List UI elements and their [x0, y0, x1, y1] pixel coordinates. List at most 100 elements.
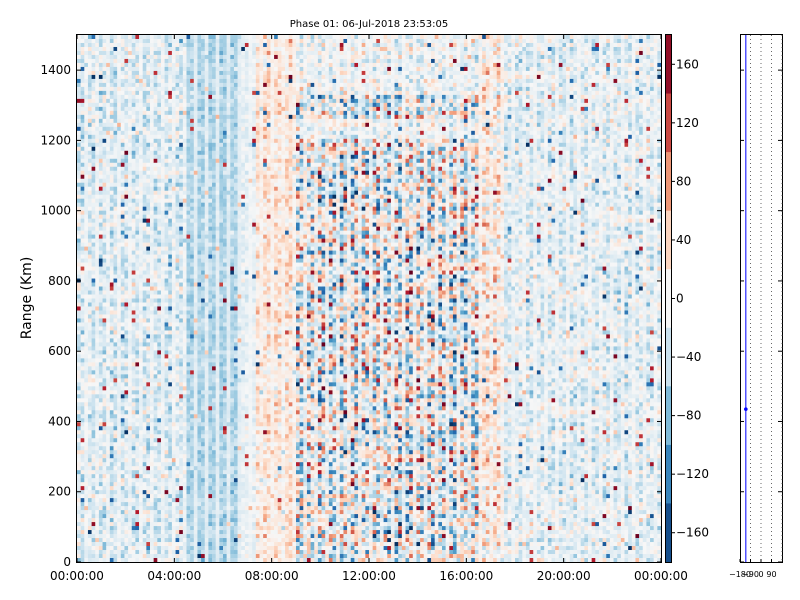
- heatmap-cell: [109, 186, 114, 191]
- heatmap-cell: [179, 442, 184, 447]
- heatmap-cell: [146, 558, 151, 563]
- heatmap-cell: [157, 154, 162, 160]
- heatmap-cell: [175, 398, 180, 403]
- heatmap-cell: [150, 158, 154, 164]
- heatmap-cell: [201, 518, 206, 523]
- heatmap-cell: [87, 530, 92, 535]
- heatmap-cell: [124, 62, 129, 68]
- heatmap-cell: [164, 418, 169, 423]
- heatmap-cell: [186, 382, 191, 387]
- heatmap-cell: [113, 526, 118, 531]
- heatmap-cell: [91, 466, 96, 471]
- heatmap-cell: [208, 338, 213, 343]
- heatmap-cell: [150, 254, 154, 259]
- heatmap-cell: [77, 230, 81, 235]
- heatmap-cell: [113, 546, 118, 551]
- heatmap-cell: [106, 186, 111, 191]
- heatmap-cell: [193, 394, 198, 399]
- heatmap-cell: [204, 494, 209, 499]
- heatmap-cell: [153, 282, 158, 287]
- heatmap-cell: [109, 250, 114, 255]
- heatmap-cell: [212, 82, 216, 88]
- heatmap-cell: [186, 434, 191, 439]
- heatmap-cell: [197, 518, 202, 523]
- heatmap-cell: [146, 362, 151, 367]
- heatmap-cell: [175, 166, 180, 172]
- heatmap-cell: [190, 478, 195, 483]
- heatmap-cell: [117, 186, 122, 191]
- heatmap-cell: [164, 362, 169, 367]
- heatmap-cell: [135, 78, 140, 84]
- heatmap-cell: [109, 338, 114, 343]
- heatmap-cell: [160, 402, 165, 407]
- heatmap-cell: [139, 338, 143, 343]
- heatmap-cell: [179, 398, 184, 403]
- heatmap-cell: [186, 314, 191, 319]
- heatmap-cell: [80, 470, 85, 475]
- heatmap-cell: [102, 510, 107, 515]
- heatmap-cell: [193, 214, 198, 219]
- heatmap-cell: [135, 422, 140, 427]
- heatmap-cell: [190, 206, 195, 211]
- heatmap-cell: [106, 54, 111, 60]
- heatmap-cell: [179, 470, 184, 475]
- heatmap-cell: [146, 70, 151, 76]
- heatmap-cell: [204, 206, 209, 211]
- heatmap-cell: [98, 218, 103, 223]
- heatmap-cell: [91, 506, 96, 511]
- heatmap-cell: [146, 114, 151, 120]
- heatmap-cell: [150, 470, 154, 475]
- heatmap-cell: [124, 262, 129, 267]
- heatmap-cell: [77, 490, 81, 495]
- heatmap-cell: [106, 278, 111, 283]
- heatmap-cell: [142, 62, 147, 68]
- heatmap-cell: [168, 378, 173, 383]
- heatmap-cell: [106, 106, 111, 112]
- heatmap-cell: [204, 558, 209, 563]
- heatmap-cell: [197, 414, 202, 419]
- heatmap-cell: [208, 402, 213, 407]
- heatmap-cell: [91, 86, 96, 92]
- heatmap-cell: [98, 530, 103, 535]
- heatmap-cell: [168, 102, 173, 108]
- heatmap-cell: [128, 522, 133, 527]
- heatmap-cell: [131, 538, 136, 543]
- heatmap-cell: [84, 114, 89, 120]
- heatmap-cell: [164, 202, 169, 207]
- heatmap-cell: [182, 334, 187, 339]
- heatmap-cell: [168, 558, 173, 563]
- heatmap-cell: [135, 306, 140, 311]
- heatmap-cell: [120, 382, 125, 387]
- heatmap-cell: [124, 514, 129, 519]
- heatmap-cell: [91, 554, 96, 559]
- heatmap-cell: [182, 478, 187, 483]
- heatmap-cell: [102, 486, 107, 491]
- heatmap-cell: [131, 338, 136, 343]
- heatmap-cell: [171, 522, 176, 527]
- heatmap-cell: [84, 294, 89, 299]
- heatmap-cell: [128, 162, 133, 168]
- heatmap-cell: [77, 154, 81, 160]
- heatmap-cell: [128, 178, 133, 184]
- heatmap-cell: [120, 234, 125, 239]
- heatmap-cell: [77, 46, 81, 52]
- heatmap-cell: [208, 506, 213, 511]
- heatmap-cell: [171, 74, 176, 80]
- heatmap-cell: [102, 442, 107, 447]
- heatmap-cell: [179, 146, 184, 152]
- heatmap-cell: [77, 406, 81, 411]
- heatmap-cell: [208, 490, 213, 495]
- heatmap-cell: [190, 382, 195, 387]
- heatmap-cell: [201, 426, 206, 431]
- heatmap-cell: [212, 418, 216, 423]
- heatmap-cell: [190, 146, 195, 152]
- heatmap-cell: [77, 74, 81, 80]
- heatmap-cell: [109, 374, 114, 379]
- heatmap-cell: [87, 414, 92, 419]
- heatmap-cell: [131, 406, 136, 411]
- heatmap-cell: [98, 402, 103, 407]
- heatmap-cell: [208, 370, 213, 375]
- heatmap-cell: [91, 58, 96, 64]
- heatmap-cell: [98, 122, 103, 128]
- heatmap-cell: [109, 506, 114, 511]
